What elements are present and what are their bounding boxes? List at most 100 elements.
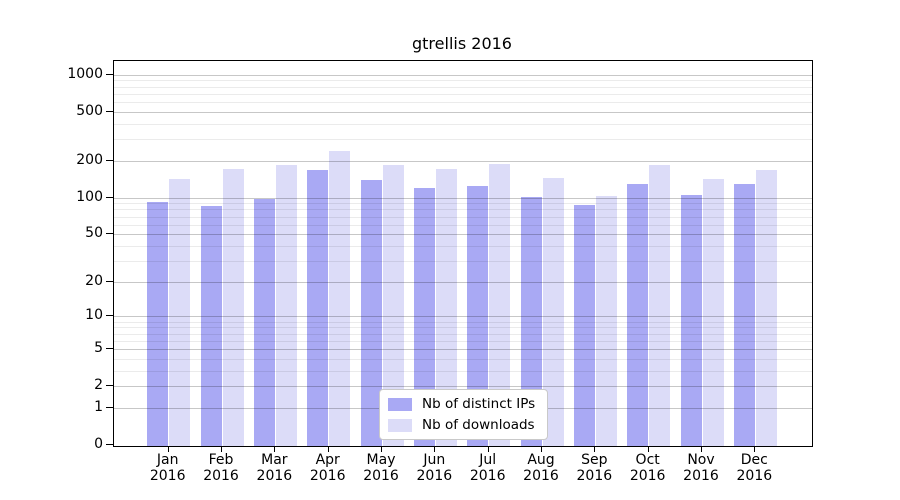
grid-layer (114, 61, 812, 446)
x-tick-label: May 2016 (363, 452, 399, 484)
gridline-major (114, 234, 812, 236)
bar-distinct-ips-may (360, 180, 382, 446)
x-tick-label: Apr 2016 (309, 452, 346, 484)
gridline-major (114, 316, 812, 318)
gridline-major (114, 74, 812, 76)
x-tick-mark (274, 446, 276, 452)
bar-downloads-jan (169, 178, 191, 446)
x-tick-mark (701, 446, 702, 452)
gridline-minor (114, 321, 812, 323)
legend-row-downloads: Nb of downloads (388, 417, 535, 433)
gridline-minor (114, 358, 812, 360)
y-tick-mark (106, 110, 113, 112)
gridline-minor (114, 209, 812, 211)
bar-downloads-aug (542, 178, 564, 446)
chart-title: gtrellis 2016 (412, 34, 512, 53)
bar-distinct-ips-apr (307, 169, 329, 446)
legend: Nb of distinct IPs Nb of downloads (379, 389, 549, 440)
gridline-minor (114, 216, 812, 218)
y-tick-mark (106, 406, 113, 408)
gridline-major (114, 386, 812, 388)
x-tick-mark (594, 446, 596, 452)
gridline-minor (114, 370, 812, 372)
y-tick-label: 1000 (67, 65, 103, 82)
bar-distinct-ips-jun (413, 187, 435, 446)
bar-downloads-feb (222, 169, 244, 446)
x-tick-label: Sep 2016 (576, 452, 613, 484)
x-tick-label: Aug 2016 (523, 452, 559, 484)
x-tick-mark (167, 446, 169, 452)
y-tick-mark (106, 280, 113, 282)
gridline-minor (114, 340, 812, 342)
gridline-minor (114, 333, 812, 335)
y-tick-label: 5 (94, 339, 103, 356)
x-tick-label: Jun 2016 (416, 452, 453, 484)
x-tick-mark (327, 446, 329, 452)
y-tick-mark (106, 159, 113, 161)
bar-downloads-jun (435, 168, 457, 446)
x-tick-mark (221, 446, 223, 452)
bar-distinct-ips-oct (627, 184, 649, 446)
bar-downloads-jul (489, 163, 511, 446)
gridline-minor (114, 203, 812, 205)
bar-downloads-oct (649, 164, 671, 446)
legend-row-distinct-ips: Nb of distinct IPs (388, 396, 535, 412)
bar-downloads-dec (755, 170, 777, 446)
gridline-major (114, 160, 812, 162)
x-tick-mark (487, 446, 489, 452)
x-tick-mark (754, 446, 756, 452)
bar-downloads-nov (702, 179, 724, 446)
x-tick-label: Jul 2016 (469, 452, 506, 484)
x-tick-label: Oct 2016 (629, 452, 666, 484)
legend-swatch-downloads (388, 418, 412, 432)
bar-downloads-apr (329, 151, 351, 446)
legend-label-distinct-ips: Nb of distinct IPs (422, 396, 536, 412)
bar-distinct-ips-dec (733, 183, 755, 446)
y-tick-label: 20 (85, 272, 103, 289)
x-tick-mark (434, 446, 436, 452)
y-tick-label: 0 (94, 436, 103, 452)
x-tick-label: Dec 2016 (736, 452, 773, 484)
bar-downloads-may (382, 164, 404, 446)
gridline-minor (114, 224, 812, 226)
gridline-minor (114, 80, 812, 82)
y-tick-label: 500 (76, 102, 103, 119)
y-tick-label: 1 (94, 398, 103, 415)
y-tick-mark (106, 196, 113, 198)
bar-distinct-ips-jan (147, 201, 169, 446)
y-tick-label: 2 (94, 377, 103, 394)
bar-distinct-ips-mar (253, 199, 275, 446)
bars-layer (114, 61, 812, 446)
gridline-minor (114, 86, 812, 88)
bar-distinct-ips-nov (680, 195, 702, 446)
y-tick-mark (106, 315, 113, 317)
y-tick-mark (106, 347, 113, 349)
x-tick-mark (541, 446, 542, 452)
gridline-minor (114, 123, 812, 125)
x-tick-mark (381, 446, 383, 452)
y-tick-label: 50 (85, 225, 103, 242)
y-tick-label: 200 (76, 151, 103, 168)
bar-distinct-ips-feb (200, 206, 222, 446)
y-tick-label: 10 (85, 307, 103, 324)
y-tick-mark (106, 73, 113, 75)
bar-distinct-ips-aug (520, 196, 542, 446)
gridline-minor (114, 260, 812, 262)
bar-downloads-mar (275, 164, 297, 446)
gridline-major (114, 348, 812, 350)
gridline-minor (114, 102, 812, 104)
gridline-minor (114, 139, 812, 141)
x-tick-label: Mar 2016 (256, 452, 293, 484)
gridline-major (114, 111, 812, 113)
gridline-major (114, 281, 812, 283)
gridline-minor (114, 245, 812, 247)
y-tick-mark (106, 444, 113, 445)
x-tick-label: Feb 2016 (203, 452, 239, 484)
legend-label-downloads: Nb of downloads (422, 417, 535, 433)
plot-area: Nb of distinct IPs Nb of downloads (113, 60, 813, 447)
y-tick-mark (106, 385, 113, 387)
x-tick-label: Nov 2016 (683, 452, 719, 484)
bar-distinct-ips-jul (467, 186, 489, 446)
gridline-major (114, 197, 812, 199)
